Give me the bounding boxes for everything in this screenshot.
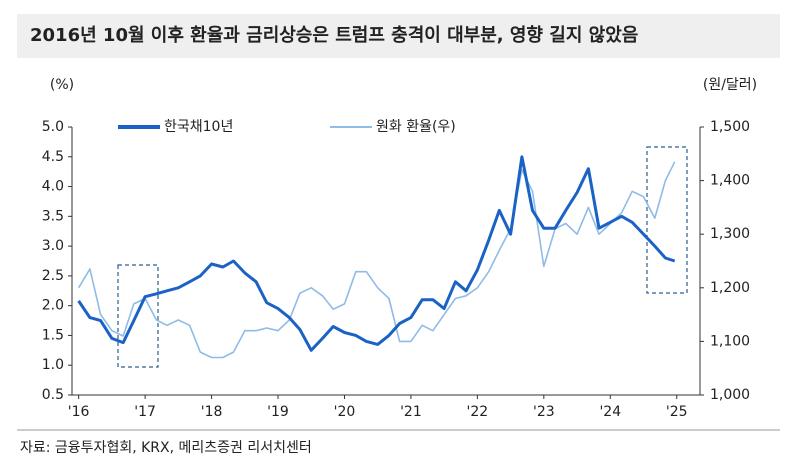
y-tick-label: 1.5 (42, 327, 64, 343)
y2-tick-label: 1,200 (710, 280, 750, 296)
legend-label: 한국채10년 (164, 119, 233, 135)
y-tick-label: 0.5 (42, 387, 64, 403)
y-tick-label: 2.5 (42, 268, 64, 284)
line-series (77, 155, 676, 352)
y-tick-label: 2.0 (42, 298, 64, 314)
x-tick-label: '19 (267, 404, 289, 420)
y-tick-label: 3.5 (42, 208, 64, 224)
y2-tick-label: 1,400 (710, 173, 750, 189)
y-tick-label: 5.0 (42, 119, 64, 135)
legend-label: 원화 환율(우) (376, 119, 456, 135)
x-tick-label: '20 (334, 404, 356, 420)
x-tick-label: '17 (134, 404, 156, 420)
source-note: 자료: 금융투자협회, KRX, 메리츠증권 리서치센터 (20, 440, 312, 456)
x-tick-label: '22 (467, 404, 489, 420)
y-axis-unit: (%) (50, 77, 74, 93)
line-series (77, 161, 676, 359)
y2-tick-label: 1,300 (710, 226, 750, 242)
highlight-box (646, 146, 688, 294)
y-tick-label: 3.0 (42, 238, 64, 254)
chart-title: 2016년 10월 이후 환율과 금리상승은 트럼프 충격이 대부분, 영향 길… (30, 24, 638, 46)
y2-tick-label: 1,100 (710, 333, 750, 349)
x-tick-label: '23 (533, 404, 555, 420)
x-tick-label: '18 (201, 404, 223, 420)
title-bar (17, 14, 780, 58)
y2-axis-unit: (원/달러) (703, 77, 757, 93)
y2-tick-label: 1,000 (710, 387, 750, 403)
y-tick-label: 1.0 (42, 357, 64, 373)
y-tick-label: 4.5 (42, 149, 64, 165)
y2-tick-label: 1,500 (710, 119, 750, 135)
x-tick-label: '25 (666, 404, 688, 420)
x-tick-label: '16 (68, 404, 90, 420)
highlight-box (117, 264, 159, 368)
x-tick-label: '21 (400, 404, 422, 420)
y-tick-label: 4.0 (42, 179, 64, 195)
x-tick-label: '24 (599, 404, 621, 420)
